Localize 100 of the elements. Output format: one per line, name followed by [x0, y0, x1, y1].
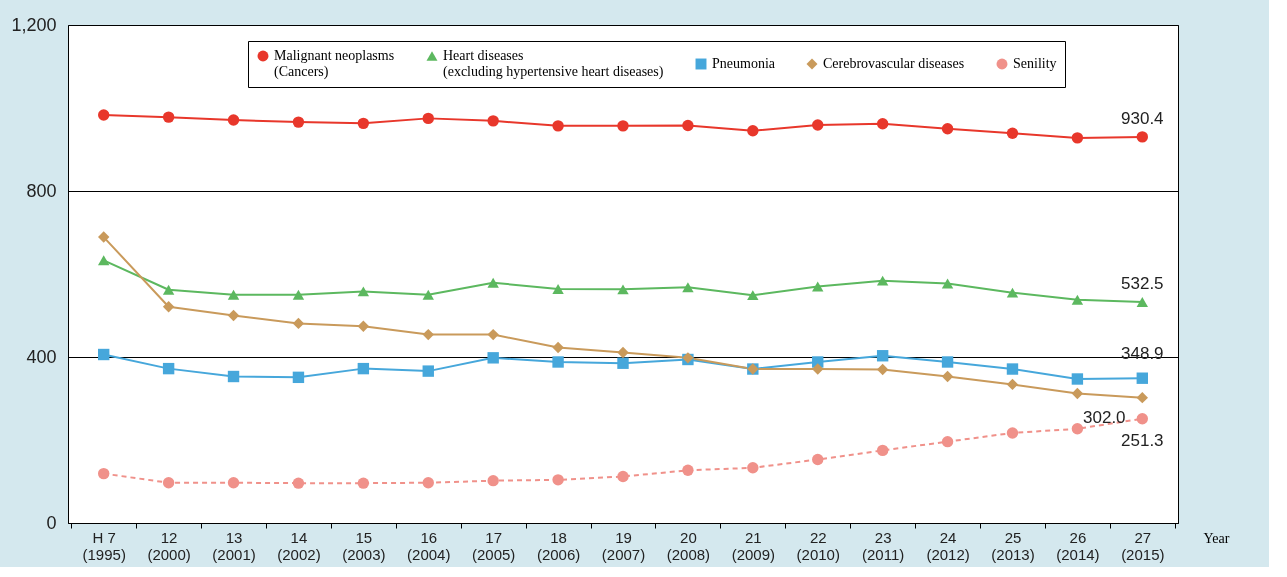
- y-tick-label: 800: [26, 180, 57, 201]
- point: [357, 320, 370, 332]
- point: [357, 477, 370, 489]
- point: [487, 352, 499, 364]
- point: [941, 370, 954, 383]
- x-tick-label: 17 (2005): [472, 528, 516, 563]
- point: [292, 289, 305, 300]
- point: [98, 255, 110, 266]
- y-tick-label: 0: [46, 512, 57, 533]
- point: [227, 114, 240, 126]
- point: [1006, 127, 1019, 139]
- point: [941, 123, 954, 135]
- point: [227, 477, 240, 489]
- point: [98, 467, 110, 480]
- point: [682, 464, 694, 476]
- point: [487, 115, 499, 127]
- point: [1006, 363, 1019, 375]
- point: [98, 348, 110, 361]
- point: [1006, 287, 1019, 298]
- point: [552, 284, 564, 294]
- point: [682, 282, 694, 293]
- x-tick-label: 22 (2010): [796, 528, 840, 563]
- point: [292, 317, 305, 330]
- legend-label: Cerebrovascular diseases: [823, 56, 965, 71]
- point: [876, 350, 889, 362]
- point: [162, 362, 175, 375]
- legend-label: Senility: [1013, 56, 1057, 71]
- y-tick-label: 1,200: [11, 14, 57, 35]
- point: [1136, 131, 1148, 143]
- point: [812, 281, 824, 292]
- point: [422, 112, 434, 125]
- point: [1071, 373, 1084, 385]
- y-tick-label: 400: [26, 346, 57, 367]
- x-tick-label: 26 (2014): [1056, 528, 1100, 563]
- point: [357, 117, 370, 130]
- point: [941, 435, 954, 448]
- legend-label: Heart diseases (excluding hypertensive heart diseases): [443, 48, 664, 80]
- point: [552, 341, 564, 354]
- point: [292, 371, 305, 384]
- point: [1071, 423, 1084, 435]
- point: [552, 474, 564, 486]
- x-tick-label: 21 (2009): [731, 528, 776, 563]
- data-label: 251.3: [1121, 430, 1164, 450]
- point: [1136, 297, 1148, 307]
- point: [941, 356, 954, 368]
- point: [422, 289, 434, 300]
- legend-label: Malignant neoplasms (Cancers): [274, 48, 395, 80]
- point: [98, 231, 110, 243]
- point: [812, 363, 824, 375]
- point: [747, 462, 759, 474]
- point: [487, 328, 499, 341]
- point: [876, 444, 889, 457]
- point: [162, 477, 175, 489]
- point: [617, 284, 629, 295]
- x-axis-title: Year: [1203, 530, 1230, 546]
- point: [422, 365, 434, 377]
- x-tick-label: 20 (2008): [666, 528, 711, 563]
- x-tick-label: 23 (2011): [862, 528, 905, 563]
- data-label: 930.4: [1121, 108, 1164, 128]
- point: [1006, 378, 1019, 391]
- point: [162, 301, 175, 313]
- point: [227, 370, 240, 383]
- point: [292, 116, 305, 128]
- x-tick-label: 24 (2012): [926, 528, 970, 563]
- point: [1136, 372, 1148, 384]
- point: [876, 118, 889, 130]
- point: [876, 275, 889, 286]
- point: [1071, 294, 1084, 305]
- point: [1071, 387, 1084, 400]
- x-tick-label: 27 (2015): [1121, 528, 1165, 563]
- point: [422, 477, 434, 489]
- point: [487, 474, 499, 487]
- point: [617, 357, 629, 369]
- point: [227, 289, 240, 300]
- point: [162, 111, 175, 123]
- x-tick-label: 14 (2002): [277, 528, 321, 563]
- x-tick-label: 18 (2006): [536, 528, 581, 563]
- point: [617, 346, 629, 359]
- point: [357, 286, 370, 297]
- point: [487, 277, 499, 288]
- point: [941, 278, 954, 289]
- point: [227, 309, 240, 322]
- point: [1136, 413, 1148, 425]
- point: [422, 328, 434, 341]
- point: [747, 290, 759, 301]
- point: [812, 119, 824, 131]
- point: [292, 477, 305, 489]
- legend-label: Pneumonia: [712, 56, 776, 71]
- point: [1071, 132, 1084, 144]
- point: [617, 120, 629, 132]
- point: [1006, 427, 1019, 439]
- point: [682, 119, 694, 132]
- x-tick-label: 15 (2003): [342, 528, 386, 563]
- x-tick-label: 25 (2013): [991, 528, 1035, 563]
- x-tick-label: H 7 (1995): [82, 528, 126, 563]
- point: [98, 109, 110, 121]
- point: [747, 125, 759, 137]
- point: [876, 363, 889, 376]
- x-tick-label: 16 (2004): [407, 528, 451, 563]
- point: [812, 453, 824, 466]
